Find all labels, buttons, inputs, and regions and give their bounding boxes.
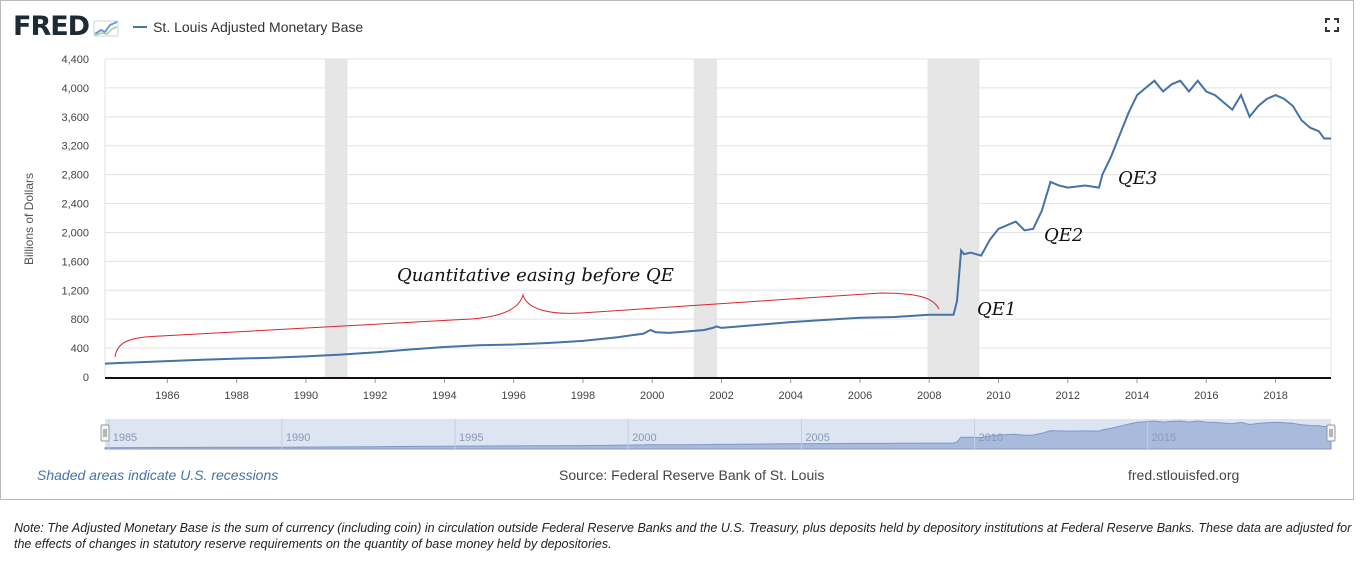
recession-band-0 bbox=[324, 59, 348, 377]
y-tick-label: 800 bbox=[71, 314, 89, 326]
x-tick-label: 2012 bbox=[1056, 390, 1080, 402]
x-tick-label: 2014 bbox=[1125, 390, 1149, 402]
y-tick-label: 1,600 bbox=[61, 256, 89, 268]
site-link[interactable]: fred.stlouisfed.org bbox=[1128, 467, 1240, 483]
y-tick-label: 4,400 bbox=[61, 54, 89, 66]
recession-band-1 bbox=[693, 59, 717, 377]
chart-frame: FRED St. Louis Adjusted Monetary Base 0 4… bbox=[0, 0, 1354, 500]
fred-logo[interactable]: FRED bbox=[13, 10, 90, 42]
navigator-tick-label: 1995 bbox=[459, 432, 483, 444]
line-chart[interactable]: 0 400 800 1,200 1,600 2,000 2,400 2,800 3,200 3,6… bbox=[1, 1, 1353, 461]
chart-header: FRED St. Louis Adjusted Monetary Base bbox=[13, 10, 364, 42]
annotation-qe3: QE3 bbox=[1118, 168, 1157, 189]
annotation-qe1: QE1 bbox=[977, 299, 1016, 320]
navigator-left-handle[interactable] bbox=[100, 424, 110, 442]
navigator-tick-label: 2005 bbox=[805, 432, 829, 444]
y-tick-label: 3,600 bbox=[61, 112, 89, 124]
series-title[interactable]: St. Louis Adjusted Monetary Base bbox=[153, 18, 364, 35]
legend-swatch bbox=[133, 26, 148, 28]
x-tick-label: 1994 bbox=[432, 390, 456, 402]
source-text: Source: Federal Reserve Bank of St. Loui… bbox=[559, 467, 825, 483]
annotation-qe2: QE2 bbox=[1044, 225, 1083, 246]
y-tick-label: 2,400 bbox=[61, 199, 89, 211]
navigator-tick-label: 2010 bbox=[979, 432, 1003, 444]
range-navigator[interactable]: 1985 1990 1995 2000 2005 2010 2015 bbox=[100, 419, 1336, 450]
navigator-tick-label: 1990 bbox=[286, 432, 310, 444]
x-tick-label: 1998 bbox=[571, 390, 595, 402]
y-tick-label: 4,000 bbox=[61, 83, 89, 95]
recession-band-2 bbox=[927, 59, 980, 377]
expand-icon[interactable] bbox=[1325, 18, 1339, 32]
x-tick-label: 2018 bbox=[1263, 390, 1287, 402]
y-tick-label: 400 bbox=[71, 343, 89, 355]
fred-logo-text: FRED bbox=[13, 10, 90, 42]
navigator-tick-label: 2000 bbox=[632, 432, 656, 444]
x-tick-label: 2006 bbox=[848, 390, 872, 402]
footnote: Note: The Adjusted Monetary Base is the … bbox=[14, 521, 1352, 551]
y-tick-label: 3,200 bbox=[61, 141, 89, 153]
x-tick-label: 1988 bbox=[224, 390, 248, 402]
series-line bbox=[104, 79, 1331, 365]
navigator-tick-label: 1985 bbox=[113, 432, 137, 444]
x-tick-label: 1990 bbox=[294, 390, 318, 402]
navigator-right-handle[interactable] bbox=[1326, 424, 1336, 442]
x-tick-label: 1992 bbox=[363, 390, 387, 402]
navigator-area bbox=[104, 420, 1332, 450]
x-tick-label: 1986 bbox=[155, 390, 179, 402]
x-tick-label: 2016 bbox=[1194, 390, 1218, 402]
y-axis-label: Billions of Dollars bbox=[22, 173, 36, 265]
annotation-brace bbox=[114, 292, 940, 358]
y-tick-label: 2,800 bbox=[61, 170, 89, 182]
x-tick-label: 2004 bbox=[778, 390, 802, 402]
y-tick-label: 0 bbox=[83, 372, 89, 384]
y-tick-label: 2,000 bbox=[61, 227, 89, 239]
y-tick-label: 1,200 bbox=[61, 285, 89, 297]
mini-graph-icon bbox=[93, 20, 119, 37]
x-tick-label: 2000 bbox=[640, 390, 664, 402]
x-tick-label: 2008 bbox=[917, 390, 941, 402]
recessions-note-link[interactable]: Shaded areas indicate U.S. recessions bbox=[37, 467, 279, 483]
navigator-tick-label: 2015 bbox=[1152, 432, 1176, 444]
annotation-qe-before: Quantitative easing before QE bbox=[397, 265, 674, 286]
x-tick-label: 2010 bbox=[986, 390, 1010, 402]
x-tick-label: 1996 bbox=[501, 390, 525, 402]
x-tick-label: 2002 bbox=[709, 390, 733, 402]
